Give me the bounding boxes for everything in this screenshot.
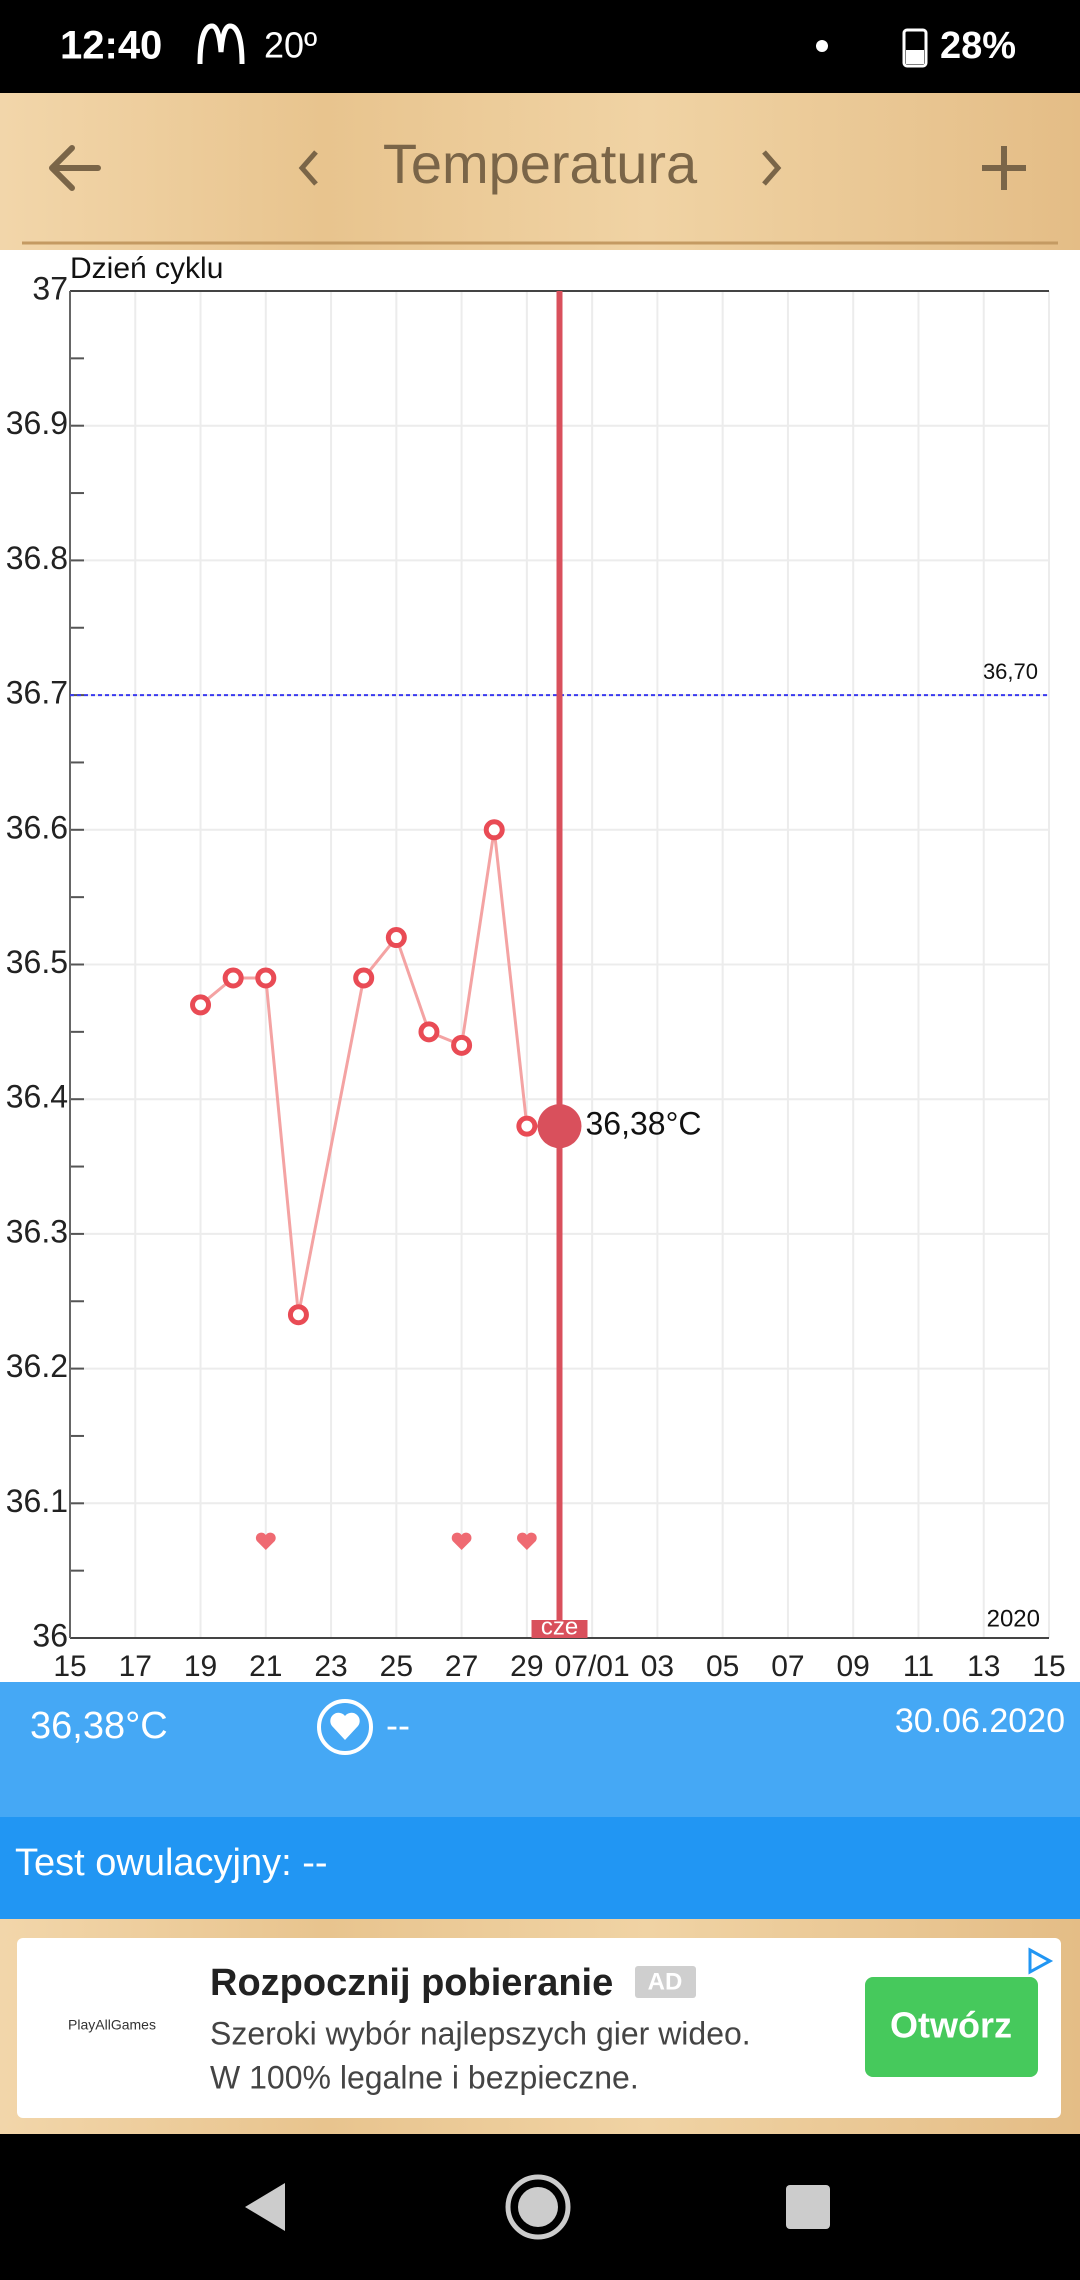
prev-button[interactable] [298, 150, 318, 186]
ad-line: W 100% legalne i bezpieczne. [210, 2059, 639, 2095]
cursor-point [537, 1104, 582, 1149]
battery-level [906, 50, 924, 64]
ad-button[interactable] [865, 1977, 1038, 2077]
back-button[interactable] [49, 145, 101, 191]
nav-home-dot [518, 2187, 558, 2227]
temperature-point [287, 1304, 309, 1326]
y-tick-label: 36.7 [6, 675, 68, 711]
x-tick-label: 09 [837, 1650, 870, 1683]
x-tick-label: 05 [706, 1650, 739, 1683]
heart-icon [330, 1712, 360, 1740]
y-tick-label: 37 [32, 270, 68, 306]
info-temperature: 36,38°C [30, 1705, 168, 1747]
y-tick-label: 36.5 [6, 944, 68, 980]
y-tick-label: 36.9 [6, 405, 68, 441]
x-tick-label: 23 [314, 1650, 347, 1683]
battery-percent: 28% [940, 25, 1016, 67]
heart [516, 1532, 537, 1550]
x-tick-label: 17 [119, 1650, 152, 1683]
chart: Dzień cyklu 36 36.1 36.2 36.3 36.4 36.5 36.6 36.… [6, 252, 1066, 1683]
heart [255, 1532, 276, 1550]
nav-home[interactable] [505, 2174, 571, 2240]
cursor-day-label: cze [541, 1613, 578, 1640]
temperature-point [353, 967, 375, 989]
temperature-point [418, 1021, 440, 1043]
temperature-point [385, 927, 407, 949]
ad-logo: PlayAllGames [68, 2017, 156, 2033]
chart-title: Dzień cyklu [70, 252, 223, 285]
y-tick-label: 36.2 [6, 1348, 68, 1384]
notification-dot [816, 40, 828, 52]
info-date: 30.06.2020 [895, 1702, 1065, 1740]
ad-badge: AD [648, 1968, 683, 1995]
ad-choices-icon [1028, 1947, 1054, 1975]
screen-title: Temperatura [383, 132, 698, 195]
x-tick-label: 07/01 [555, 1650, 630, 1683]
reference-label: 36,70 [983, 659, 1038, 684]
status-bar [0, 0, 1080, 93]
cursor-day-bg [531, 1620, 588, 1638]
ad-line: Szeroki wybór najlepszych gier wideo. [210, 2015, 751, 2051]
app-icon [197, 23, 245, 65]
ad-badge-bg [635, 1966, 696, 1998]
x-tick-label: 13 [967, 1650, 1000, 1683]
info-intercourse: -- [386, 1705, 410, 1746]
y-tick-label: 36.3 [6, 1213, 68, 1249]
temperature-point [255, 967, 277, 989]
x-tick-label: 21 [249, 1650, 282, 1683]
chart-area [0, 250, 1080, 1682]
x-tick-label: 15 [53, 1650, 86, 1683]
x-tick-label: 11 [903, 1650, 934, 1683]
ad-button-label: Otwórz [890, 2005, 1012, 2046]
status-temperature: 20º [264, 25, 317, 66]
status-time: 12:40 [60, 24, 162, 68]
y-tick-label: 36.8 [6, 540, 68, 576]
temperature-point [222, 967, 244, 989]
ad-title: Rozpocznij pobieranie [210, 1962, 613, 2004]
app-bar [0, 93, 1080, 250]
x-tick-label: 03 [641, 1650, 674, 1683]
temperature-point [451, 1034, 473, 1056]
battery-icon [902, 28, 928, 68]
year-label: 2020 [987, 1605, 1040, 1632]
add-button[interactable] [982, 146, 1026, 190]
temperature-point [516, 1115, 538, 1137]
x-tick-label: 29 [510, 1650, 543, 1683]
temperature-point [190, 994, 212, 1016]
y-tick-label: 36 [32, 1617, 68, 1653]
info-panel [0, 1682, 1080, 1817]
nav-back[interactable] [245, 2183, 285, 2231]
y-tick-label: 36.1 [6, 1483, 68, 1519]
temperature-point [483, 819, 505, 841]
x-tick-label: 25 [380, 1650, 413, 1683]
y-tick-label: 36.4 [6, 1079, 68, 1115]
ad-card[interactable] [17, 1938, 1061, 2118]
x-tick-label: 19 [184, 1650, 217, 1683]
heart [451, 1532, 472, 1550]
ovulation-panel[interactable] [0, 1817, 1080, 1919]
ovulation-test: Test owulacyjny: -- [15, 1842, 328, 1884]
heart-button[interactable] [317, 1699, 373, 1755]
x-tick-label: 07 [771, 1650, 804, 1683]
y-tick-label: 36.6 [6, 809, 68, 845]
x-tick-label: 15 [1032, 1650, 1065, 1683]
next-button[interactable] [762, 150, 782, 186]
cursor-value-label: 36,38°C [586, 1106, 702, 1142]
nav-recent[interactable] [786, 2185, 830, 2229]
x-tick-label: 27 [445, 1650, 478, 1683]
